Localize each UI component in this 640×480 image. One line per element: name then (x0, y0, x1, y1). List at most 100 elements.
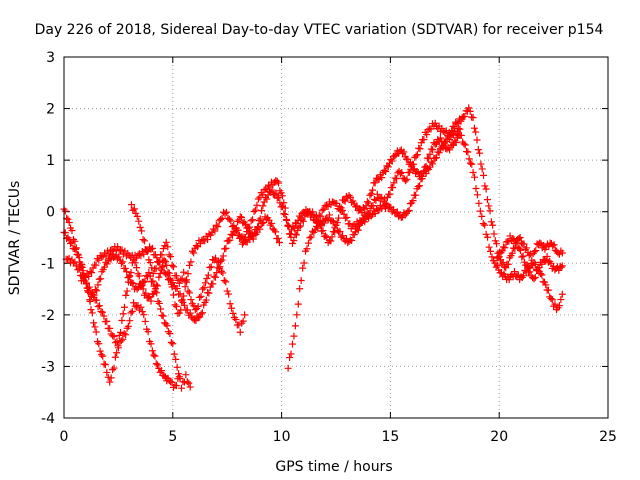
data-point (128, 279, 136, 287)
data-point (523, 261, 531, 269)
data-point (296, 285, 304, 293)
data-point (129, 279, 137, 287)
data-point (307, 233, 315, 241)
data-point (488, 253, 496, 261)
data-point (92, 261, 100, 269)
data-point (318, 206, 326, 214)
data-point (130, 299, 138, 307)
data-point (254, 195, 262, 203)
data-point (205, 289, 213, 297)
data-point (341, 214, 349, 222)
data-point (501, 244, 509, 252)
data-point (557, 263, 565, 271)
data-point (340, 196, 348, 204)
data-point (120, 329, 128, 337)
data-point (209, 280, 217, 288)
data-point (333, 219, 341, 227)
data-point (513, 237, 521, 245)
data-point (469, 114, 477, 122)
data-point (521, 267, 529, 275)
data-point (481, 182, 489, 190)
data-point (99, 352, 107, 360)
data-point (141, 237, 149, 245)
data-point (204, 235, 212, 243)
data-point (117, 328, 125, 336)
data-point (300, 259, 308, 267)
data-point (147, 340, 155, 348)
data-point (84, 284, 92, 292)
data-point (416, 145, 424, 153)
data-point (259, 202, 267, 210)
data-point (154, 361, 162, 369)
data-point (423, 131, 431, 139)
data-point (472, 185, 480, 193)
y-axis-label: SDTVAR / TECUs (7, 181, 23, 296)
data-point (77, 277, 85, 285)
data-point (146, 259, 154, 267)
data-point (345, 192, 353, 200)
data-point (234, 226, 242, 234)
data-point (148, 347, 156, 355)
data-point (299, 264, 307, 272)
data-point (367, 190, 375, 198)
data-point (171, 301, 179, 309)
data-point (151, 285, 159, 293)
data-point (446, 135, 454, 143)
data-point (466, 159, 474, 167)
data-point (247, 217, 255, 225)
data-point (87, 306, 95, 314)
data-point (98, 308, 106, 316)
data-point (78, 263, 86, 271)
data-point (201, 279, 209, 287)
data-point (212, 254, 220, 262)
data-point (124, 322, 132, 330)
data-point (150, 351, 158, 359)
data-point (268, 186, 276, 194)
data-point (222, 244, 230, 252)
data-point (297, 214, 305, 222)
data-point (182, 371, 190, 379)
data-point (140, 278, 148, 286)
data-point (297, 277, 305, 285)
data-point (194, 314, 202, 322)
data-point (292, 231, 300, 239)
data-point (127, 201, 135, 209)
data-point (530, 248, 538, 256)
data-point (276, 199, 284, 207)
data-point (115, 332, 123, 340)
data-point (198, 309, 206, 317)
data-point (155, 273, 163, 281)
data-point (404, 207, 412, 215)
data-point (311, 213, 319, 221)
data-point (515, 245, 523, 253)
data-point (405, 206, 413, 214)
data-point (293, 311, 301, 319)
data-point (250, 208, 258, 216)
data-point (149, 277, 157, 285)
data-point (273, 177, 281, 185)
data-point (335, 214, 343, 222)
data-point (186, 309, 194, 317)
x-tick-label: 25 (599, 429, 617, 445)
data-point (183, 378, 191, 386)
data-point (296, 222, 304, 230)
data-point (192, 242, 200, 250)
data-point (123, 287, 131, 295)
grid-layer (64, 57, 608, 418)
data-point (172, 302, 180, 310)
data-point (135, 217, 143, 225)
data-point (168, 261, 176, 269)
data-point (412, 191, 420, 199)
data-point (484, 233, 492, 241)
data-point (164, 243, 172, 251)
data-point (516, 234, 524, 242)
data-point (187, 296, 195, 304)
data-point (353, 225, 361, 233)
data-point (525, 251, 533, 259)
data-point (290, 237, 298, 245)
data-point (288, 340, 296, 348)
y-tick-label: 2 (46, 102, 55, 118)
data-point (185, 261, 193, 269)
data-point (120, 303, 128, 311)
data-point (392, 175, 400, 183)
